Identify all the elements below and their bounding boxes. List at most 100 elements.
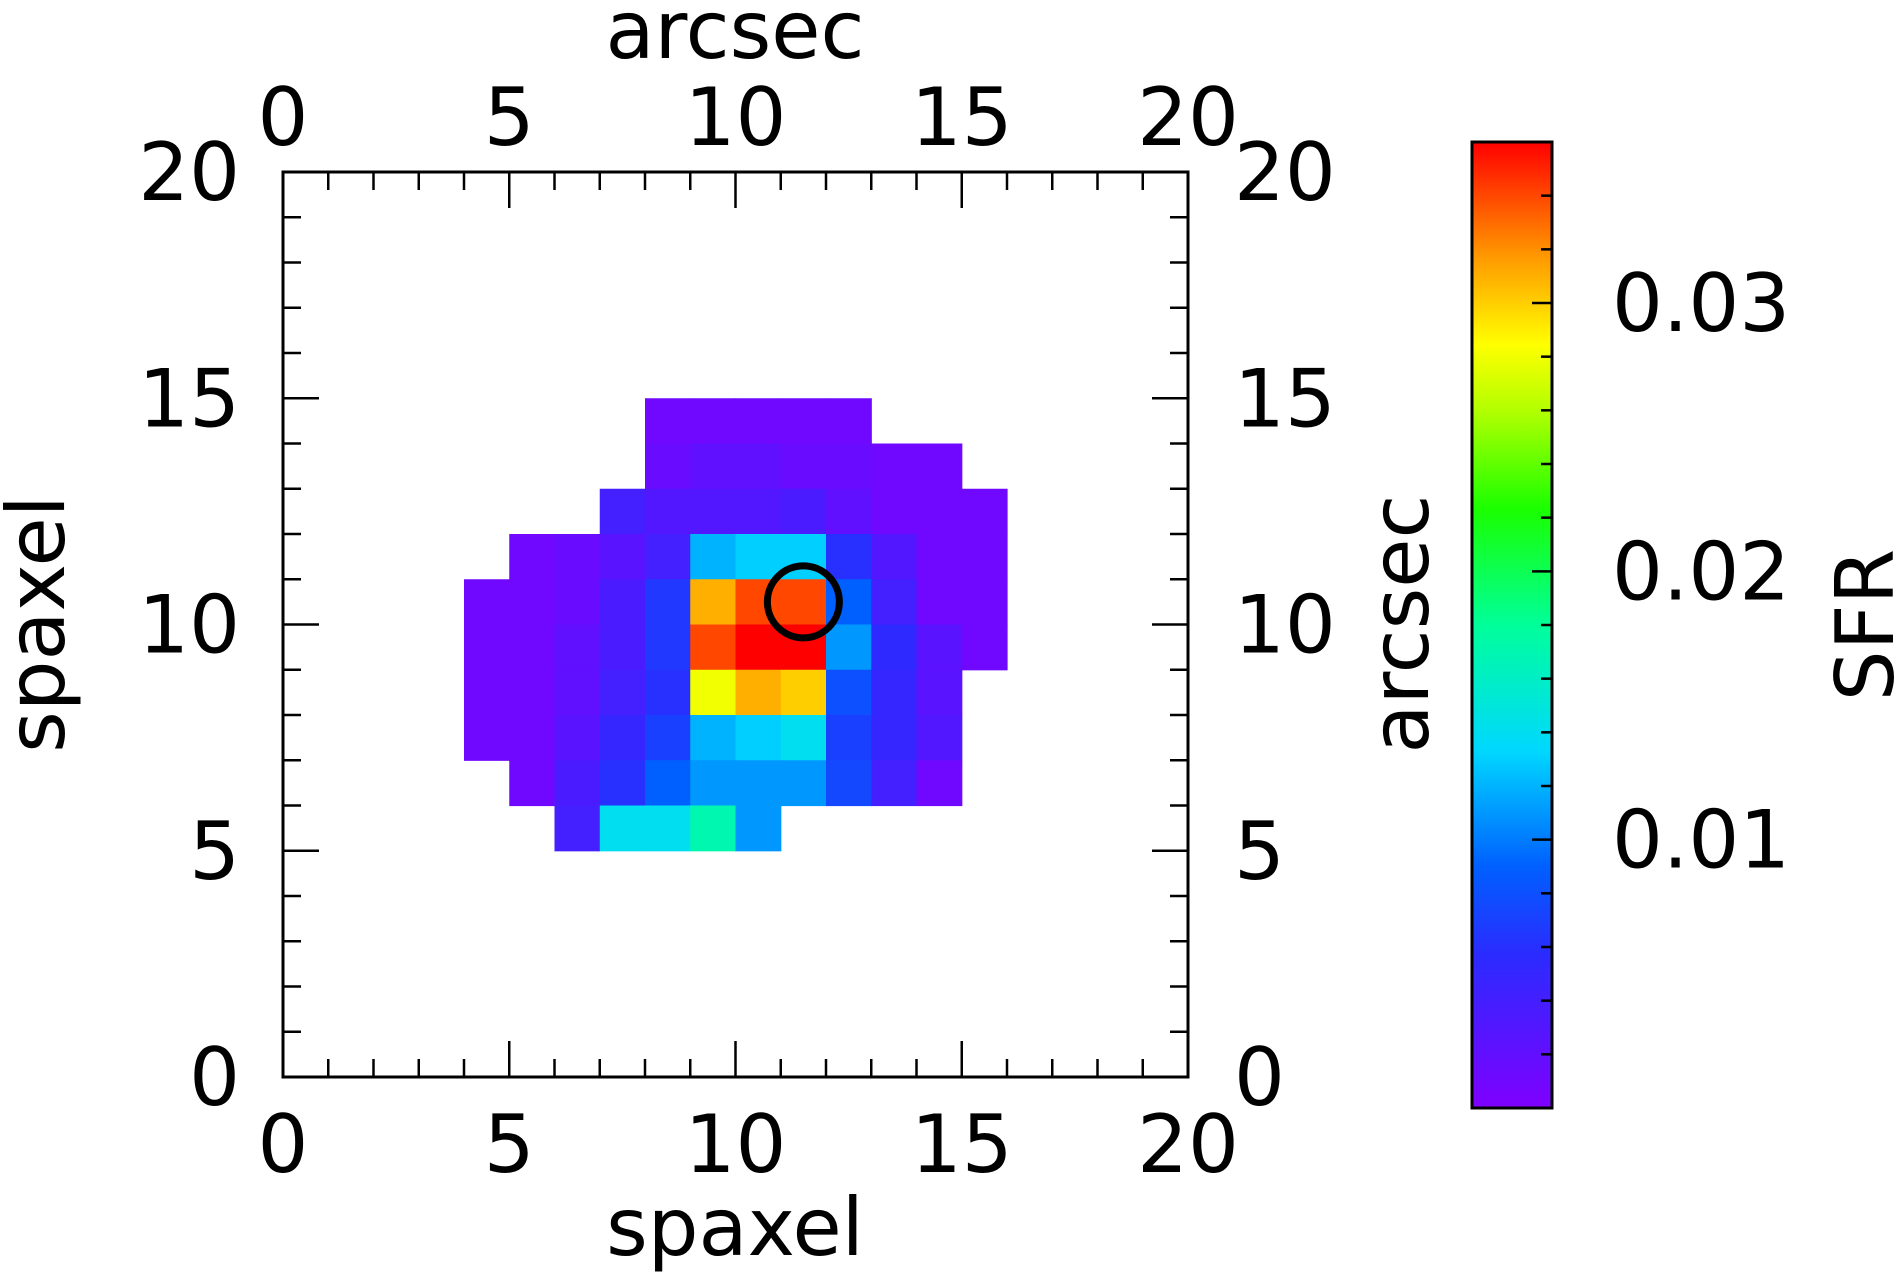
heatmap-cell	[916, 488, 963, 535]
heatmap-cell	[871, 534, 918, 580]
heatmap-cell	[735, 760, 782, 807]
heatmap-cell	[509, 579, 556, 626]
colorbar-ticks: 0.01 0.02 0.03	[1532, 194, 1790, 1056]
heatmap-cell	[690, 579, 737, 626]
heatmap-cell	[916, 624, 963, 671]
heatmap-cell	[735, 624, 782, 671]
heatmap-cell	[961, 624, 1008, 671]
y-tick-label-right: 5	[1234, 805, 1285, 898]
y-tick-label-right: 15	[1234, 352, 1336, 445]
heatmap-cell	[554, 624, 601, 671]
heatmap-cell	[509, 534, 556, 580]
heatmap-cell	[554, 579, 601, 626]
heatmap-cell	[464, 715, 510, 761]
heatmap-cell	[780, 715, 827, 761]
heatmap-cell	[826, 443, 872, 490]
heatmap-cell	[735, 805, 782, 852]
heatmap-cell	[826, 488, 872, 535]
heatmap-cell	[916, 669, 963, 716]
x-tick-label-top: 10	[685, 71, 787, 164]
y-axis-title-right: arcsec	[1354, 494, 1447, 753]
heatmap-cell	[599, 624, 646, 671]
heatmap-cell	[645, 443, 691, 490]
heatmap-cell	[599, 534, 646, 580]
x-tick-label-top: 15	[911, 71, 1013, 164]
heatmap-cell	[826, 715, 872, 761]
y-axis-title-left: spaxel	[0, 495, 83, 753]
y-tick-label-left: 10	[138, 579, 240, 672]
x-tick-label-bottom: 10	[685, 1098, 787, 1191]
heatmap-cell	[735, 669, 782, 716]
heatmap-cell	[735, 715, 782, 761]
heatmap-cell	[599, 579, 646, 626]
x-tick-label-bottom: 5	[484, 1098, 535, 1191]
heatmap-cell	[780, 669, 827, 716]
x-tick-label-bottom: 15	[911, 1098, 1013, 1191]
heatmap-cell	[645, 534, 691, 580]
heatmap-cell	[690, 760, 737, 807]
heatmap-cell	[690, 488, 737, 535]
position-marker-circle	[763, 562, 843, 642]
heatmap-cell	[599, 805, 646, 852]
heatmap-cell	[871, 488, 918, 535]
heatmap-cell	[599, 669, 646, 716]
heatmap-cell	[916, 579, 963, 626]
heatmap-cell	[780, 488, 827, 535]
heatmap-cell	[826, 398, 872, 445]
colorbar-tick-label: 0.03	[1612, 257, 1790, 350]
x-tick-label-bottom: 20	[1137, 1098, 1239, 1191]
heatmap-cell	[509, 760, 556, 807]
y-tick-label-left: 20	[138, 126, 240, 219]
y-tick-label-right: 10	[1234, 579, 1336, 672]
y-tick-label-left: 15	[138, 352, 240, 445]
heatmap-cell	[690, 805, 737, 852]
heatmap-cell	[599, 715, 646, 761]
axis-ticks	[281, 170, 1190, 1079]
heatmap-cell	[735, 398, 782, 445]
heatmap-cell	[826, 534, 872, 580]
heatmap-cell	[871, 443, 918, 490]
heatmap-cell	[961, 488, 1008, 535]
heatmap-cell	[690, 715, 737, 761]
heatmap-cell	[690, 443, 737, 490]
heatmap-cell	[645, 579, 691, 626]
heatmap-cell	[826, 669, 872, 716]
heatmap-cell	[690, 624, 737, 671]
heatmap-cell	[464, 669, 510, 716]
heatmap-cell	[554, 715, 601, 761]
heatmap-cell	[464, 579, 510, 626]
x-axis-title-bottom: spaxel	[606, 1181, 864, 1273]
heatmap-cell	[961, 534, 1008, 580]
x-axis-title-top: arcsec	[605, 0, 864, 77]
heatmap-cell	[599, 760, 646, 807]
heatmap-cell	[780, 760, 827, 807]
colorbar-title: SFR	[1819, 549, 1900, 701]
heatmap-cell	[871, 760, 918, 807]
y-tick-label-left: 5	[189, 805, 240, 898]
heatmap-cell	[554, 669, 601, 716]
heatmap-cell	[871, 579, 918, 626]
heatmap-cell	[735, 534, 782, 580]
heatmap-cell	[509, 715, 556, 761]
heatmap-cell	[645, 715, 691, 761]
x-tick-label-bottom: 0	[258, 1098, 309, 1191]
heatmap-cell	[871, 624, 918, 671]
heatmap-cell	[509, 624, 556, 671]
colorbar-tick-label: 0.02	[1612, 525, 1790, 618]
x-tick-label-top: 20	[1137, 71, 1239, 164]
heatmap-cell	[780, 579, 827, 626]
heatmap-cell	[554, 760, 601, 807]
colorbar-tick-label: 0.01	[1612, 794, 1790, 887]
heatmap-cell	[780, 443, 827, 490]
heatmap-cell	[464, 624, 510, 671]
heatmap-cell	[645, 805, 691, 852]
heatmap-cell	[916, 715, 963, 761]
heatmap-cell	[599, 488, 646, 535]
heatmap-cell	[645, 669, 691, 716]
heatmap-cell	[690, 398, 737, 445]
x-tick-label-top: 0	[258, 71, 309, 164]
heatmap-cell	[735, 443, 782, 490]
heatmap-cells	[464, 398, 1008, 852]
